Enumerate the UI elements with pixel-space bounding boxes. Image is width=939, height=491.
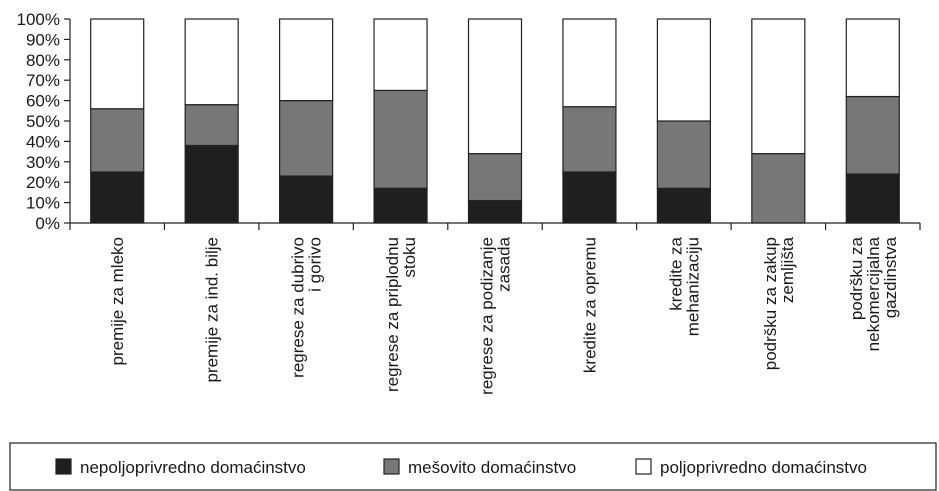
category-label-line: nekomercijalna — [864, 236, 883, 351]
category-labels: premije za mleko premije za ind. bilje reg… — [108, 236, 900, 394]
y-tick-label: 50% — [26, 112, 60, 131]
x-category-label: regrese za priplodnustoku — [383, 237, 419, 392]
y-tick-label: 80% — [26, 51, 60, 70]
bar-segment-2-4 — [373, 89, 428, 189]
bar-segment-3-8 — [751, 18, 806, 155]
category-label-line: kredite za — [666, 236, 685, 310]
bar-segment-2-8 — [751, 153, 806, 224]
x-category-label: podršku zanekomercijalnagazdinstva — [847, 236, 900, 351]
category-label-line: premije za ind. bilje — [203, 237, 222, 383]
bar-segment-2-9 — [845, 95, 900, 175]
category-label-line: regrese za priplodnu — [383, 237, 402, 392]
bar-segment-3-1 — [90, 18, 145, 110]
bar-segment-2-2 — [184, 104, 239, 147]
bar-segment-3-5 — [467, 18, 523, 155]
bar-segment-3-9 — [845, 18, 900, 98]
bar-segment-2-7 — [656, 120, 711, 189]
category-label-line: i gorivo — [306, 237, 325, 292]
x-axis — [69, 222, 921, 230]
bar-segment-2-3 — [279, 99, 334, 177]
bar-segment-3-6 — [562, 18, 617, 108]
y-tick-label: 40% — [26, 132, 60, 151]
bar-segment-1-7 — [656, 187, 711, 224]
category-label-line: stoku — [400, 237, 419, 278]
x-category-label: kredite zamehanizaciju — [666, 236, 702, 336]
category-label-line: podršku za — [847, 236, 866, 320]
bar-segment-1-4 — [373, 187, 428, 224]
category-label-line: zemljišta — [778, 236, 797, 303]
y-tick-label: 70% — [26, 71, 60, 90]
category-label-line: zasada — [495, 236, 514, 291]
category-label-line: regrese za dubrivo — [289, 237, 308, 378]
x-category-label: premije za ind. bilje — [203, 237, 222, 383]
y-tick-label: 0% — [35, 214, 60, 233]
legend: nepoljoprivredno domaćinstvo mešovito dom… — [9, 442, 937, 491]
bar-segment-2-6 — [562, 106, 617, 173]
y-tick-label: 20% — [26, 173, 60, 192]
bar-segment-3-2 — [184, 18, 239, 106]
legend-label-2: mešovito domaćinstvo — [408, 458, 576, 477]
y-axis: 0%10% 20%30% 40%50%60% 70%80% 90%100% — [17, 10, 71, 233]
bar-segment-1-5 — [467, 199, 523, 224]
legend-swatch-2 — [383, 458, 400, 475]
legend-swatch-3 — [635, 458, 652, 475]
bar-segment-1-9 — [845, 173, 900, 224]
y-tick-label: 30% — [26, 153, 60, 172]
x-category-label: regrese za dubrivoi gorivo — [289, 237, 325, 378]
x-category-label: kredite za opremu — [580, 237, 599, 373]
legend-label-1: nepoljoprivredno domaćinstvo — [80, 458, 306, 477]
legend-swatch-1 — [55, 458, 72, 475]
y-tick-label: 100% — [17, 10, 60, 29]
y-tick-label: 90% — [26, 30, 60, 49]
y-tick-label: 60% — [26, 92, 60, 111]
category-label-line: kredite za opremu — [580, 237, 599, 373]
category-label-line: podršku za zakup — [761, 237, 780, 370]
legend-box — [9, 442, 937, 491]
bar-segment-1-3 — [279, 175, 334, 224]
bar-segment-1-1 — [90, 171, 145, 224]
bar-segment-1-6 — [562, 171, 617, 224]
bar-segment-3-3 — [279, 18, 334, 102]
category-label-line: premije za mleko — [108, 237, 127, 366]
x-category-label: regrese za podizanjezasada — [478, 236, 514, 394]
bars-group — [90, 18, 900, 224]
category-label-line: mehanizaciju — [683, 237, 702, 336]
bar-segment-3-4 — [373, 18, 428, 92]
x-category-label: premije za mleko — [108, 237, 127, 366]
category-label-line: gazdinstva — [881, 236, 900, 318]
bar-segment-2-5 — [467, 153, 523, 202]
bar-segment-1-2 — [184, 144, 239, 224]
category-label-line: regrese za podizanje — [478, 237, 497, 395]
bar-segment-3-7 — [656, 18, 711, 122]
y-tick-label: 10% — [26, 194, 60, 213]
x-category-label: podršku za zakupzemljišta — [761, 236, 797, 370]
bar-segment-2-1 — [90, 108, 145, 173]
legend-label-3: poljoprivredno domaćinstvo — [660, 458, 867, 477]
